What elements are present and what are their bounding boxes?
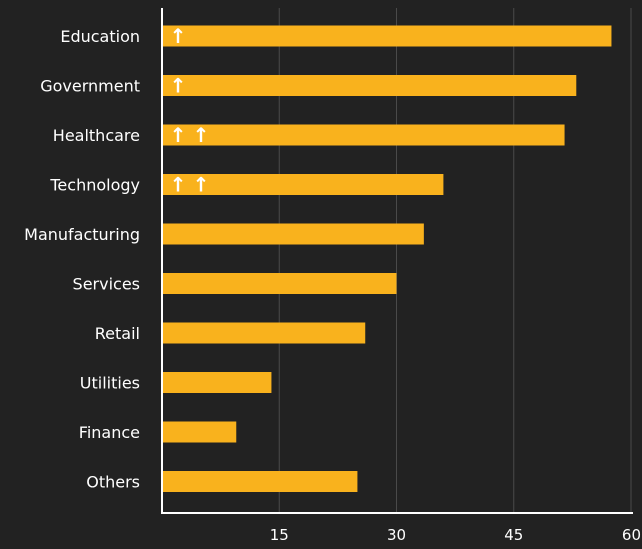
bar-education	[162, 25, 612, 47]
up-arrow-icon: ↑	[170, 24, 187, 48]
bars: ↑↑↑ ↑↑ ↑	[162, 24, 612, 492]
x-tick-label-30: 30	[387, 526, 406, 544]
category-labels: Education Government Healthcare Technology M…	[24, 27, 140, 492]
axes	[161, 8, 633, 514]
category-label-retail: Retail	[95, 324, 140, 343]
category-label-healthcare: Healthcare	[53, 126, 140, 145]
bar-utilities	[162, 372, 272, 393]
category-label-services: Services	[73, 275, 140, 294]
bar-finance	[162, 421, 237, 443]
category-label-education: Education	[60, 27, 140, 46]
category-label-utilities: Utilities	[80, 374, 140, 393]
category-label-others: Others	[86, 473, 140, 492]
up-arrow-icon: ↑	[170, 173, 187, 197]
up-arrow-icon: ↑	[193, 123, 210, 147]
category-label-government: Government	[40, 77, 140, 96]
bar-others	[162, 471, 358, 492]
bar-technology	[162, 174, 444, 195]
up-arrow-icon: ↑	[170, 123, 187, 147]
bar-government	[162, 75, 577, 96]
up-arrow-icon: ↑	[193, 173, 210, 197]
bar-services	[162, 273, 397, 294]
bar-healthcare	[162, 124, 565, 146]
category-label-technology: Technology	[49, 176, 140, 195]
category-label-finance: Finance	[79, 423, 140, 442]
x-tick-label-45: 45	[504, 526, 523, 544]
x-tick-labels: 15 30 45 60	[270, 526, 641, 544]
bar-retail	[162, 322, 366, 344]
up-arrow-icon: ↑	[170, 74, 187, 98]
x-tick-label-60: 60	[622, 526, 641, 544]
category-label-manufacturing: Manufacturing	[24, 225, 140, 244]
bar-manufacturing	[162, 223, 424, 245]
x-tick-label-15: 15	[270, 526, 289, 544]
